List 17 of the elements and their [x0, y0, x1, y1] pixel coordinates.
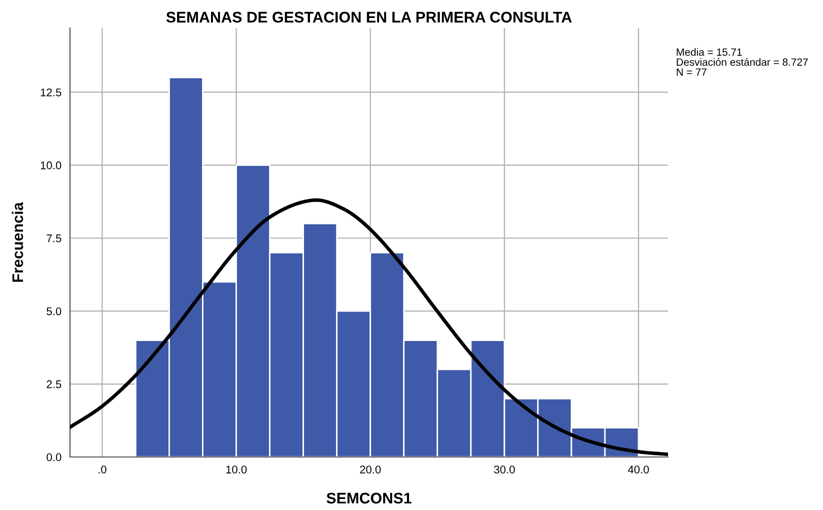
- x-axis-title: SEMCONS1: [326, 492, 412, 504]
- x-tick-label: 30.0: [494, 466, 515, 474]
- text: Media = 15.71: [676, 48, 742, 56]
- text: Desviación estándar = 8.727: [676, 58, 808, 66]
- x-tick-label: 20.0: [360, 466, 381, 474]
- text: N = 77: [676, 68, 706, 76]
- y-tick-label: 5.0: [46, 307, 62, 316]
- x-tick-label: 40.0: [628, 466, 649, 474]
- x-tick-label: 10.0: [226, 466, 247, 474]
- y-tick-label: 10.0: [40, 161, 62, 170]
- x-tick-label: .0: [98, 466, 106, 474]
- y-tick-label: 2.5: [46, 380, 62, 388]
- chart-title: SEMANAS DE GESTACION EN LA PRIMERA CONSULTA: [166, 12, 572, 23]
- y-axis-title: Frecuencia: [12, 202, 24, 282]
- y-tick-label: 0.0: [46, 453, 62, 462]
- y-tick-label: 7.5: [46, 234, 62, 242]
- y-tick-label: 12.5: [40, 88, 62, 96]
